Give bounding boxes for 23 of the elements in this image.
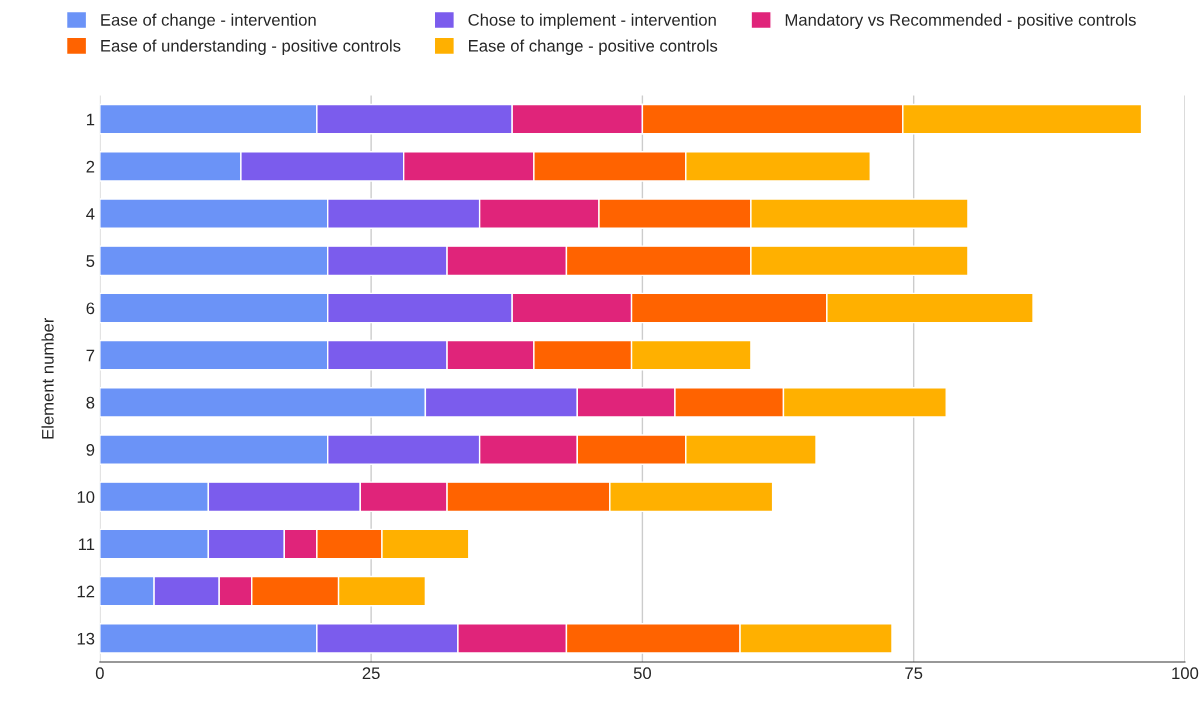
y-tick-label: 8 [86,396,95,409]
y-tick-label: 13 [77,632,95,645]
legend-label: Ease of understanding - positive controls [101,39,401,56]
y-tick-label: 1 [86,113,95,126]
legend-label: Mandatory vs Recommended - positive controls [785,13,1136,30]
y-tick-label: 5 [86,255,95,267]
x-tick-label: 100 [1172,667,1199,680]
y-tick-label: 4 [86,208,95,220]
y-tick-label: 11 [78,538,95,551]
x-tick-label: 50 [633,667,652,680]
x-tick-label: 0 [95,667,104,680]
y-axis-title: Element number [41,317,54,439]
x-tick-label: 25 [362,667,380,680]
legend-label: Chose to implement - intervention [468,13,716,30]
y-tick-label: 9 [86,443,95,456]
legend-label: Ease of change - positive controls [469,39,718,56]
y-tick-label: 10 [77,491,95,503]
x-tick-label: 75 [905,667,923,680]
y-tick-label: 6 [86,302,95,315]
y-tick-label: 12 [77,585,95,598]
y-tick-label: 2 [86,160,95,173]
y-tick-label: 7 [86,349,95,362]
legend-label: Ease of change - intervention [101,13,316,30]
